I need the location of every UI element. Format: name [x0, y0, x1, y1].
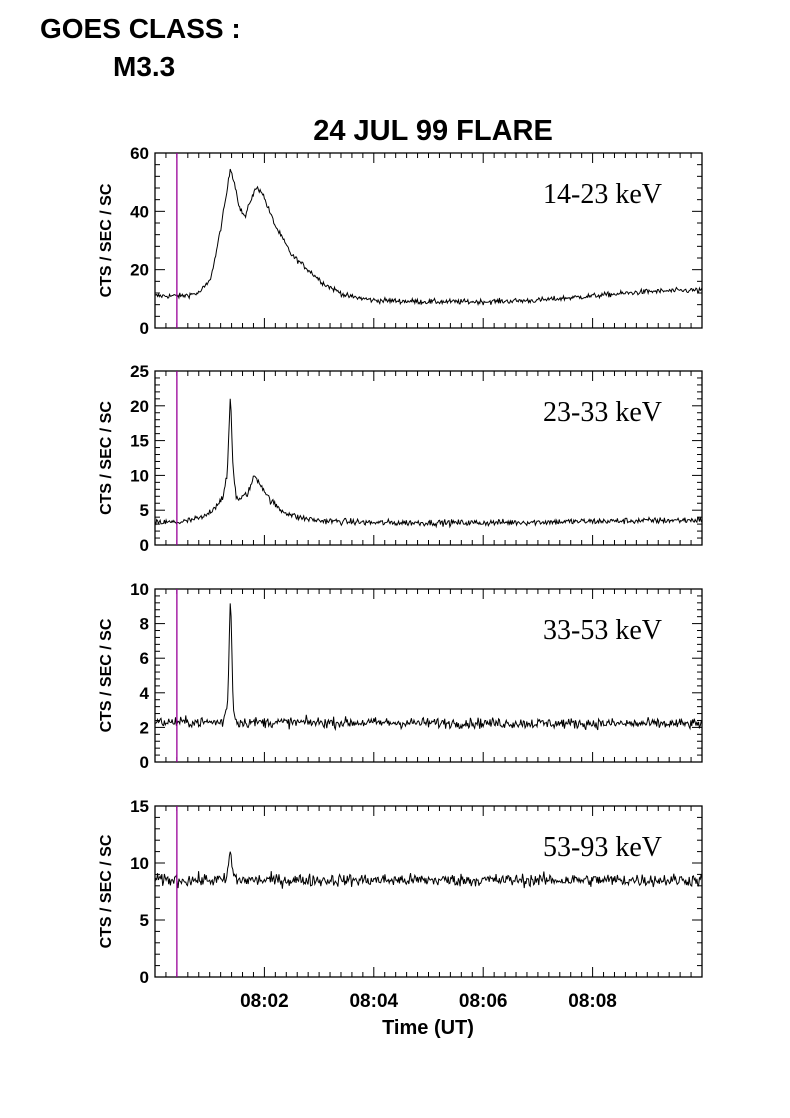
goes-class-line1: GOES CLASS :: [40, 13, 241, 44]
panel-3: 0 2 4 6 8 10 CTS / SEC / SC 33-53 keV: [98, 580, 703, 772]
count-rate-trace: [154, 603, 703, 732]
y-axis-label: CTS / SEC / SC: [98, 183, 115, 297]
y-axis-label: CTS / SEC / SC: [98, 834, 115, 948]
panel-1: 0 20 40 60 CTS / SEC / SC 14-23 keV: [98, 144, 703, 338]
y-tick-label: 40: [130, 202, 149, 221]
x-tick-label: 08:08: [568, 991, 617, 1012]
y-tick-label: 10: [130, 580, 149, 599]
energy-band-label: 23-33 keV: [543, 397, 662, 428]
y-tick-label: 0: [140, 968, 149, 987]
y-tick-label: 4: [140, 684, 150, 703]
y-axis-label: CTS / SEC / SC: [98, 618, 115, 732]
count-rate-trace: [154, 398, 703, 529]
count-rate-trace: [154, 851, 703, 889]
goes-class-value: M3.3: [113, 51, 176, 82]
x-axis-label: Time (UT): [382, 1017, 474, 1039]
chart-title: 24 JUL 99 FLARE: [313, 115, 553, 147]
panel-4: 0 5 10 15 CTS / SEC / SC 53-93 keV 08:02 08:04 0…: [98, 797, 703, 1012]
y-tick-label: 25: [130, 362, 149, 381]
y-tick-label: 8: [140, 615, 149, 634]
y-tick-label: 2: [140, 718, 149, 737]
y-tick-label: 0: [140, 536, 149, 555]
y-tick-label: 0: [140, 753, 149, 772]
y-tick-label: 5: [140, 911, 149, 930]
y-tick-label: 5: [140, 501, 149, 520]
y-tick-label: 60: [130, 144, 149, 163]
y-axis-label: CTS / SEC / SC: [98, 401, 115, 515]
y-tick-label: 6: [140, 649, 149, 668]
x-tick-label: 08:04: [349, 991, 398, 1012]
energy-band-label: 53-93 keV: [543, 832, 662, 863]
goes-class-label: GOES CLASS : M3.3: [40, 10, 241, 86]
x-tick-label: 08:02: [240, 991, 289, 1012]
y-tick-label: 10: [130, 854, 149, 873]
energy-band-label: 14-23 keV: [543, 179, 662, 210]
y-tick-label: 0: [140, 319, 149, 338]
y-tick-label: 15: [130, 432, 149, 451]
y-tick-label: 20: [130, 261, 149, 280]
count-rate-trace: [154, 168, 703, 307]
x-tick-label: 08:06: [459, 991, 508, 1012]
y-tick-label: 20: [130, 397, 149, 416]
y-tick-label: 10: [130, 466, 149, 485]
panel-2: 0 5 10 15 20 25 CTS / SEC / SC 23-33 keV: [98, 362, 703, 555]
y-tick-label: 15: [130, 797, 149, 816]
energy-band-label: 33-53 keV: [543, 615, 662, 646]
